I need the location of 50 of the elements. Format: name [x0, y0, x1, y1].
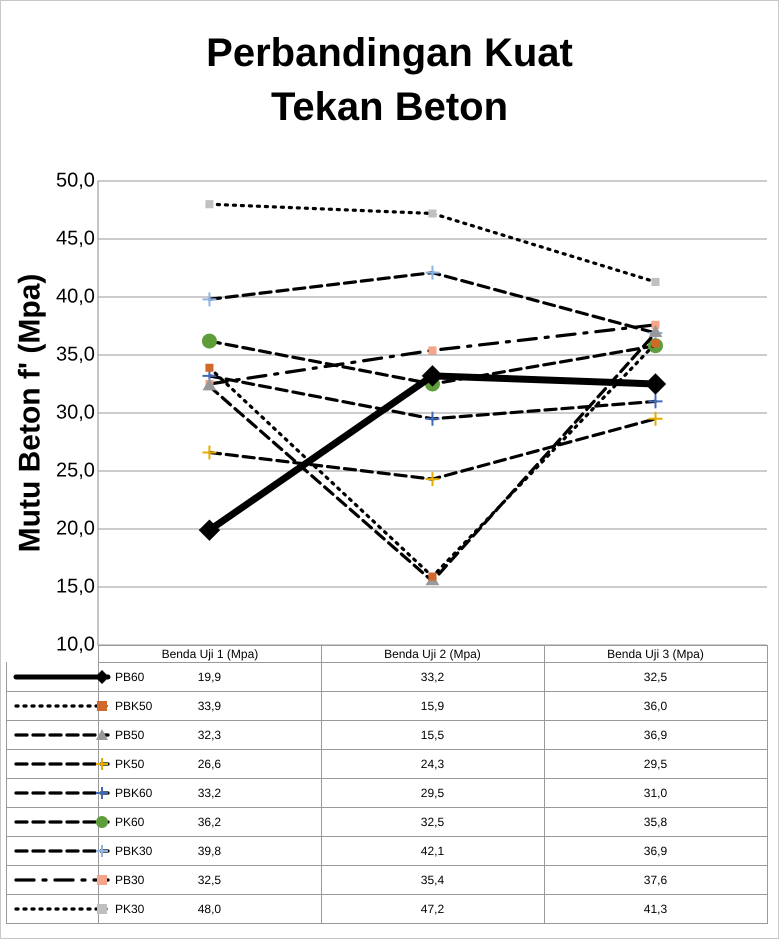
y-tick-label: 35,0: [56, 344, 95, 366]
data-label: 19,9: [198, 670, 222, 684]
y-tick-label: 20,0: [56, 518, 95, 540]
data-label: 15,9: [320, 691, 545, 721]
chart-title: Perbandingan Kuat Tekan Beton: [205, 30, 574, 131]
data-label: 36,0: [544, 691, 768, 721]
x-tick-label: Benda Uji 2 (Mpa): [320, 645, 545, 663]
legend-label: PK60: [115, 814, 144, 830]
data-label: 36,9: [544, 720, 768, 750]
data-label: 42,1: [320, 836, 545, 866]
data-label: 24,3: [320, 749, 545, 779]
legend-label: PB50: [115, 726, 144, 744]
legend-label: PB60: [115, 668, 144, 686]
y-tick-label: 30,0: [56, 402, 95, 424]
data-label: 26,6: [198, 756, 222, 770]
data-label: 33,2: [198, 786, 222, 800]
legend-label: PBK30: [115, 842, 152, 860]
data-label: 35,8: [544, 807, 768, 837]
data-label: 32,5: [198, 872, 222, 886]
data-label: 31,0: [544, 778, 768, 808]
legend-label: PBK50: [115, 698, 152, 714]
x-tick-label: Benda Uji 3 (Mpa): [544, 645, 768, 663]
y-tick-label: 15,0: [56, 576, 95, 598]
legend-label: PK50: [115, 756, 144, 772]
data-label: 37,6: [544, 865, 768, 895]
data-label: 36,2: [198, 814, 222, 828]
data-label: 15,5: [320, 720, 545, 750]
data-label: 33,9: [198, 698, 222, 712]
data-label: 33,2: [320, 662, 545, 692]
legend-label: PK30: [115, 900, 144, 918]
data-label: 32,3: [198, 728, 222, 742]
data-label: 47,2: [320, 894, 545, 924]
data-label: 41,3: [544, 894, 768, 924]
data-label: 32,5: [320, 807, 545, 837]
y-tick-label: 50,0: [56, 170, 95, 192]
data-label: 29,5: [320, 778, 545, 808]
data-label: 36,9: [544, 836, 768, 866]
y-tick-label: 10,0: [56, 634, 95, 656]
legend-label: PB30: [115, 872, 144, 888]
data-label: 48,0: [198, 902, 222, 916]
data-label: 29,5: [544, 749, 768, 779]
x-tick-label: Benda Uji 1 (Mpa): [98, 645, 322, 663]
legend-label: PBK60: [115, 784, 152, 802]
y-tick-label: 40,0: [56, 286, 95, 308]
y-tick-label: 25,0: [56, 460, 95, 482]
data-label: 35,4: [320, 865, 545, 895]
y-axis-title: Mutu Beton f' (Mpa): [13, 274, 46, 552]
y-tick-label: 45,0: [56, 228, 95, 250]
data-label: 39,8: [198, 844, 222, 858]
data-label: 32,5: [544, 662, 768, 692]
